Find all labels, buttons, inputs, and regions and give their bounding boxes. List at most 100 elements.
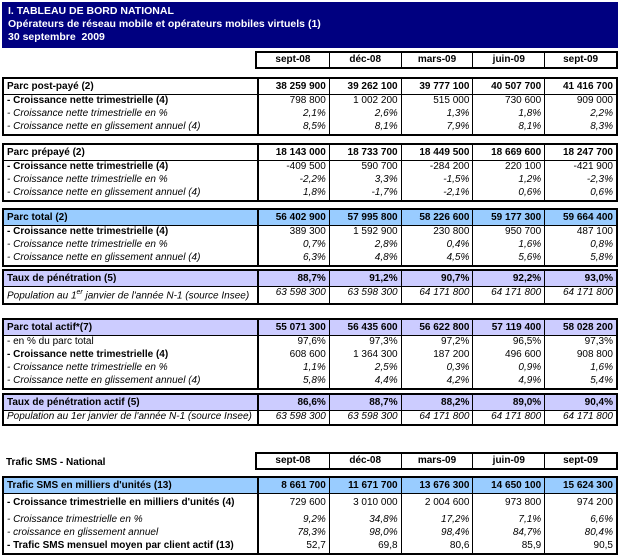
table-row: - Croissance nette trimestrielle (4) -409… <box>4 161 616 174</box>
cell-value: 88,2% <box>400 395 473 411</box>
cell-value: 5,8% <box>257 375 329 389</box>
section-taux-penetration-actif: Taux de pénétration actif (5) 86,6% 88,7% 8… <box>2 393 618 427</box>
cell-value: 0,3% <box>400 362 473 376</box>
cell-value: 18 449 500 <box>400 145 473 160</box>
row-label: - Croissance nette en glissement annuel … <box>7 252 201 263</box>
cell-value: 97,6% <box>257 336 329 350</box>
column-header-sept-09: sept-09 <box>544 53 616 67</box>
cell-value: 496 600 <box>472 349 544 363</box>
cell-value: 7,1% <box>472 514 544 528</box>
table-row: - Croissance nette trimestrielle en % -2,… <box>4 174 616 187</box>
cell-value: 90,5 <box>544 540 616 554</box>
cell-value: 85,9 <box>472 540 544 554</box>
cell-value: 78,3% <box>257 527 329 541</box>
row-label: Taux de pénétration (5) <box>7 273 117 284</box>
cell-value: 90,4% <box>544 395 616 411</box>
cell-value: 4,4% <box>328 375 401 389</box>
row-label: Taux de pénétration actif (5) <box>7 397 140 409</box>
cell-value: -2,2% <box>257 174 329 187</box>
cell-value: 1,8% <box>472 108 544 121</box>
table-row: Parc total actif*(7) 55 071 300 56 435 600… <box>4 320 616 337</box>
table-row: - en % du parc total 97,6% 97,3% 97,2% 96,5%… <box>4 336 616 350</box>
cell-value: 2,8% <box>328 239 401 252</box>
cell-value: 64 171 800 <box>472 287 544 304</box>
row-label: - Croissance trimestrielle en milliers d… <box>7 497 235 509</box>
cell-value: 86,6% <box>257 395 329 411</box>
row-label: Parc post-payé (2) <box>7 81 94 92</box>
cell-value: 38 259 900 <box>257 79 329 94</box>
cell-value: 96,5% <box>472 336 544 350</box>
cell-value: 1 364 300 <box>328 349 401 363</box>
cell-value: 59 664 400 <box>544 210 616 225</box>
row-label: Parc prépayé (2) <box>7 147 85 158</box>
cell-value: 11 671 700 <box>328 478 401 494</box>
row-label: - en % du parc total <box>7 336 94 348</box>
report-body: sept-08 déc-08 mars-09 juin-09 sept-09 Parc p… <box>2 51 618 555</box>
table-row: - Croissance nette trimestrielle (4) 389 … <box>4 226 616 239</box>
column-header-juin-09: juin-09 <box>472 454 544 469</box>
cell-value: 3 010 000 <box>328 494 401 515</box>
table-row: - Croissance nette en glissement annuel … <box>4 121 616 134</box>
row-label: - Croissance nette en glissement annuel … <box>7 121 201 132</box>
cell-value: 2,2% <box>544 108 616 121</box>
cell-value: 97,3% <box>544 336 616 350</box>
cell-value: 15 624 300 <box>544 478 616 494</box>
row-label: - Croissance nette trimestrielle (4) <box>7 161 169 172</box>
cell-value: 57 995 800 <box>328 210 401 225</box>
row-label: Population au 1er janvier de l'année N-1… <box>7 411 252 423</box>
cell-value: 2 004 600 <box>400 494 473 515</box>
cell-value: 608 600 <box>257 349 329 363</box>
table-row: - Croissance nette trimestrielle en % 1,1… <box>4 362 616 376</box>
cell-value: 0,4% <box>400 239 473 252</box>
table-row: - Croissance nette trimestrielle en % 2,1… <box>4 108 616 121</box>
cell-value: -2,1% <box>400 187 473 200</box>
cell-value: 1 002 200 <box>328 95 401 108</box>
cell-value: 973 800 <box>472 494 544 515</box>
header-banner: I. TABLEAU DE BORD NATIONAL Opérateurs d… <box>2 2 618 48</box>
column-header-déc-08: déc-08 <box>328 53 401 67</box>
cell-value: 1,2% <box>472 174 544 187</box>
table-row: - Croissance nette en glissement annuel … <box>4 252 616 265</box>
cell-value: 41 416 700 <box>544 79 616 94</box>
cell-value: -1,5% <box>400 174 473 187</box>
cell-value: 3,3% <box>328 174 401 187</box>
sms-column-header-row: Trafic SMS - National sept-08 déc-08 mars-0… <box>2 452 618 471</box>
cell-value: 0,8% <box>544 239 616 252</box>
cell-value: 798 800 <box>257 95 329 108</box>
table-row: - Croissance nette trimestrielle en % 0,7… <box>4 239 616 252</box>
sms-section-title: Trafic SMS - National <box>6 457 106 469</box>
table-row: Parc post-payé (2) 38 259 900 39 262 100 39… <box>4 79 616 95</box>
cell-value: -2,3% <box>544 174 616 187</box>
cell-value: 1 592 900 <box>328 226 401 239</box>
cell-value: 5,4% <box>544 375 616 389</box>
section-parc-total-actif: Parc total actif*(7) 55 071 300 56 435 600… <box>2 318 618 391</box>
cell-value: -409 500 <box>257 161 329 174</box>
cell-value: -284 200 <box>400 161 473 174</box>
row-label: - Croissance nette trimestrielle en % <box>7 239 168 250</box>
cell-value: 8,1% <box>328 121 401 134</box>
cell-value: 487 100 <box>544 226 616 239</box>
cell-value: 0,9% <box>472 362 544 376</box>
cell-value: 2,1% <box>257 108 329 121</box>
cell-value: 14 650 100 <box>472 478 544 494</box>
cell-value: 4,8% <box>328 252 401 265</box>
cell-value: -1,7% <box>328 187 401 200</box>
table-row: - Croissance nette en glissement annuel … <box>4 375 616 389</box>
cell-value: 8 661 700 <box>257 478 329 494</box>
row-label: Trafic SMS en milliers d'unités (13) <box>7 480 172 492</box>
column-header-mars-09: mars-09 <box>400 53 473 67</box>
table-row: Taux de pénétration actif (5) 86,6% 88,7% 8… <box>4 395 616 412</box>
cell-value: 950 700 <box>472 226 544 239</box>
table-row: - Croissance nette trimestrielle (4) 798 … <box>4 95 616 108</box>
cell-value: 9,2% <box>257 514 329 528</box>
cell-value: 230 800 <box>400 226 473 239</box>
row-label: - Croissance nette trimestrielle (4) <box>7 349 169 361</box>
cell-value: 64 171 800 <box>400 411 473 425</box>
cell-value: -421 900 <box>544 161 616 174</box>
cell-value: 17,2% <box>400 514 473 528</box>
column-header-sept-09: sept-09 <box>544 454 616 469</box>
cell-value: 34,8% <box>328 514 401 528</box>
cell-value: 39 262 100 <box>328 79 401 94</box>
row-label: - Croissance nette trimestrielle en % <box>7 108 168 119</box>
table-row: Population au 1er janvier de l'année N-1… <box>4 287 616 304</box>
